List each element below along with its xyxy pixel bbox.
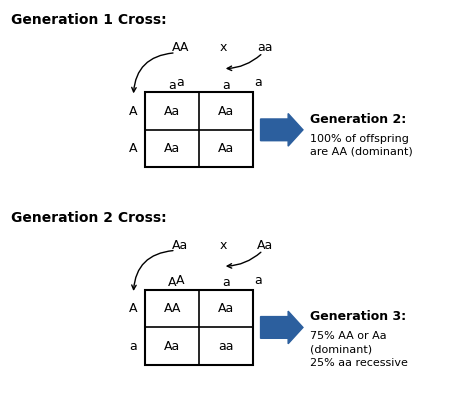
Bar (145, 92, 254, 168)
Text: Aa: Aa (164, 105, 180, 117)
Text: Generation 2 Cross:: Generation 2 Cross: (11, 211, 166, 225)
FancyArrowPatch shape (227, 252, 261, 268)
Text: AA: AA (172, 41, 189, 54)
Text: Generation 3:: Generation 3: (310, 310, 406, 324)
FancyArrowPatch shape (132, 53, 173, 92)
Text: x: x (219, 238, 227, 252)
Text: A: A (129, 105, 137, 117)
Text: Aa: Aa (173, 238, 189, 252)
Text: Aa: Aa (218, 142, 235, 155)
FancyArrowPatch shape (132, 251, 173, 289)
FancyArrow shape (261, 113, 303, 146)
Text: Aa: Aa (218, 302, 235, 315)
Text: Generation 1 Cross:: Generation 1 Cross: (11, 13, 166, 27)
Text: Generation 2:: Generation 2: (310, 113, 406, 126)
Text: a: a (255, 76, 262, 90)
Text: 100% of offspring
are AA (dominant): 100% of offspring are AA (dominant) (310, 134, 413, 157)
Text: A: A (129, 142, 137, 155)
Text: a: a (222, 79, 230, 92)
Text: A: A (129, 302, 137, 315)
Text: x: x (219, 41, 227, 54)
Text: A: A (168, 276, 176, 289)
Text: aa: aa (219, 340, 234, 353)
Text: aa: aa (257, 41, 273, 54)
Text: Aa: Aa (164, 142, 180, 155)
Text: 75% AA or Aa
(dominant)
25% aa recessive: 75% AA or Aa (dominant) 25% aa recessive (310, 332, 408, 368)
Text: A: A (176, 274, 185, 287)
Text: a: a (222, 276, 230, 289)
Text: a: a (177, 76, 184, 90)
Text: a: a (255, 274, 262, 287)
FancyArrow shape (261, 311, 303, 344)
Text: a: a (168, 79, 176, 92)
Text: a: a (129, 340, 137, 353)
FancyArrowPatch shape (227, 55, 261, 70)
Text: Aa: Aa (257, 238, 273, 252)
Text: Aa: Aa (218, 105, 235, 117)
Text: Aa: Aa (164, 340, 180, 353)
Text: AA: AA (164, 302, 181, 315)
Bar (145, 290, 254, 365)
